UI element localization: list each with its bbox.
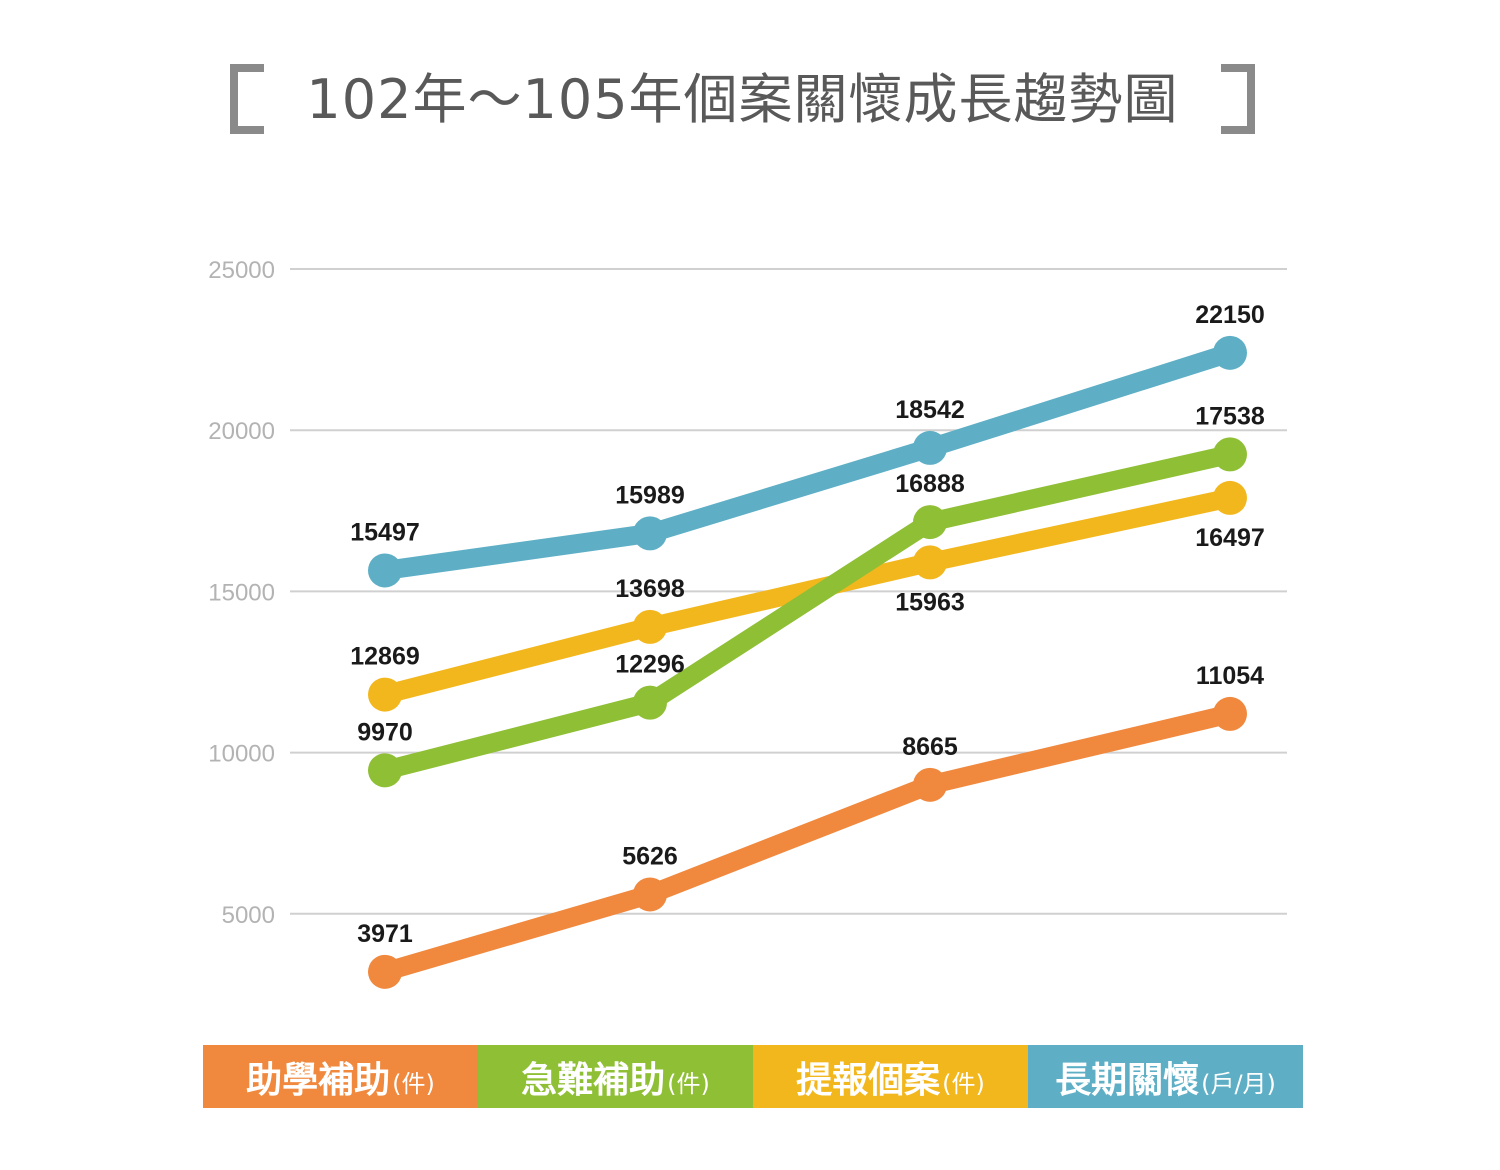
line-chart: 5000 10000 15000 20000 25000 3971 5626 8665 1105… [208, 257, 1287, 989]
data-point [633, 877, 667, 912]
series-line-2 [375, 444, 1240, 780]
data-point [633, 609, 667, 644]
y-tick-label: 10000 [208, 741, 275, 768]
legend-item: 長期關懷 (戶/月) [1028, 1045, 1303, 1108]
data-label: 3971 [357, 920, 413, 948]
series-line-1 [375, 704, 1240, 982]
legend-series-name: 提報個案 [796, 1059, 941, 1101]
chart-title-box: 102年～105年個案關懷成長趨勢圖 [230, 60, 1255, 140]
data-point [368, 954, 402, 989]
data-label: 16888 [895, 470, 965, 498]
data-label: 12869 [350, 643, 420, 671]
data-point [368, 753, 402, 788]
legend-item: 提報個案 (件) [753, 1045, 1028, 1108]
data-label: 13698 [615, 575, 685, 603]
y-tick-label: 15000 [208, 579, 275, 606]
legend-series-unit: (戶/月) [1201, 1070, 1276, 1098]
legend: 助學補助 (件) 急難補助 (件) 提報個案 (件) 長期關懷 (戶/月) [203, 1045, 1303, 1108]
data-label: 15497 [350, 518, 420, 546]
data-point [1213, 696, 1247, 731]
data-label: 22150 [1195, 301, 1265, 329]
series-line-4 [375, 343, 1240, 580]
data-point [368, 677, 402, 712]
data-label: 9970 [357, 718, 413, 746]
legend-series-unit: (件) [392, 1070, 435, 1098]
legend-series-name: 急難補助 [521, 1059, 666, 1101]
data-label: 17538 [1195, 402, 1265, 430]
chart-title: 102年～105年個案關懷成長趨勢圖 [306, 68, 1179, 131]
data-label: 5626 [622, 842, 678, 870]
data-point [633, 516, 667, 551]
right-bracket-decoration [1221, 64, 1255, 134]
data-label: 8665 [902, 733, 958, 761]
data-point [913, 505, 947, 540]
data-label: 16497 [1195, 524, 1265, 552]
legend-series-unit: (件) [942, 1070, 985, 1098]
data-point [368, 553, 402, 588]
legend-series-name: 助學補助 [246, 1059, 391, 1101]
data-label: 15989 [615, 481, 685, 509]
data-label: 18542 [895, 396, 965, 424]
legend-series-name: 長期關懷 [1055, 1059, 1200, 1101]
data-point [913, 767, 947, 802]
data-point [1213, 335, 1247, 370]
y-tick-label: 5000 [222, 902, 275, 929]
legend-item: 助學補助 (件) [203, 1045, 478, 1108]
data-point [633, 685, 667, 720]
data-label: 15963 [895, 588, 965, 616]
data-label: 12296 [615, 651, 685, 679]
data-point [913, 545, 947, 580]
data-label: 11054 [1196, 662, 1264, 690]
legend-series-unit: (件) [667, 1070, 710, 1098]
left-bracket-decoration [230, 64, 264, 134]
y-tick-label: 20000 [208, 418, 275, 445]
legend-item: 急難補助 (件) [478, 1045, 753, 1108]
data-point [1213, 480, 1247, 515]
data-point [913, 430, 947, 465]
y-tick-label: 25000 [208, 257, 275, 284]
series-line-3 [375, 488, 1240, 705]
data-point [1213, 437, 1247, 472]
